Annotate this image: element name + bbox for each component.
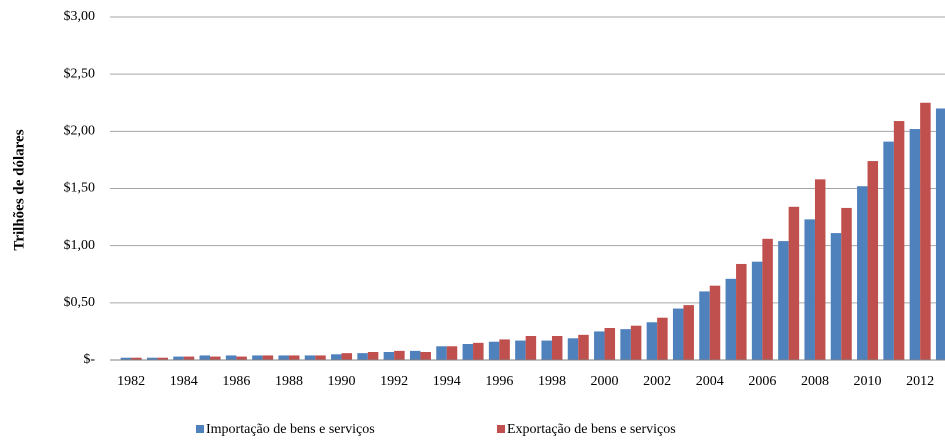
x-tick-label: 2004 — [696, 374, 724, 389]
bar — [341, 353, 353, 360]
bar — [657, 317, 668, 360]
bar — [804, 219, 815, 360]
bar — [604, 327, 616, 360]
x-tick-label: 1986 — [222, 374, 250, 389]
bar — [814, 179, 826, 360]
bar — [594, 331, 605, 360]
y-axis-label: Trilhões de dólares — [11, 129, 27, 250]
bar — [920, 102, 931, 360]
bar — [331, 354, 342, 360]
bar — [909, 129, 921, 360]
bar — [131, 357, 142, 360]
bar — [736, 263, 747, 360]
bar — [699, 291, 710, 360]
bar — [709, 285, 721, 360]
bar — [225, 355, 237, 360]
bar — [857, 186, 868, 360]
bar — [252, 355, 263, 360]
bar — [499, 339, 510, 360]
bar — [315, 355, 326, 360]
x-tick-label: 2010 — [854, 374, 882, 389]
bar — [841, 207, 852, 360]
bar — [383, 351, 395, 360]
bar — [778, 241, 789, 360]
bar — [210, 356, 221, 360]
bar — [620, 329, 631, 360]
bar — [578, 334, 589, 360]
bar — [935, 108, 945, 360]
y-tick-label: $- — [83, 352, 95, 367]
bar — [725, 278, 737, 360]
bar — [893, 121, 905, 360]
bar — [199, 355, 211, 360]
bar — [541, 340, 552, 360]
bar — [751, 261, 763, 360]
bar — [278, 355, 289, 360]
bar — [236, 356, 247, 360]
x-tick-label: 2008 — [801, 374, 829, 389]
bar — [146, 357, 158, 360]
bar — [173, 356, 184, 360]
bar — [567, 338, 579, 360]
bar — [446, 346, 458, 360]
bar — [867, 161, 879, 360]
bar — [788, 206, 800, 360]
bar — [304, 355, 316, 360]
bar — [515, 340, 526, 360]
bar — [367, 351, 379, 360]
bar — [394, 350, 405, 360]
y-tick-label: $1,50 — [64, 181, 96, 196]
x-tick-label: 2000 — [591, 374, 619, 389]
x-tick-label: 2002 — [643, 374, 671, 389]
bar — [646, 322, 658, 360]
bar — [830, 233, 842, 360]
bar — [183, 356, 195, 360]
legend-label: Importação de bens e serviços — [206, 422, 375, 437]
bar — [409, 350, 421, 360]
bar — [630, 325, 642, 360]
x-tick-label: 1984 — [170, 374, 198, 389]
y-tick-label: $3,00 — [64, 9, 96, 24]
bar — [672, 308, 684, 360]
x-tick-label: 2006 — [748, 374, 776, 389]
x-tick-label: 1982 — [117, 374, 145, 389]
y-tick-label: $2,50 — [64, 66, 96, 81]
bar — [262, 355, 274, 360]
bar — [488, 341, 500, 360]
bar — [462, 343, 474, 360]
legend-label: Exportação de bens e serviços — [507, 422, 676, 437]
x-tick-label: 1990 — [328, 374, 356, 389]
x-tick-label: 1998 — [538, 374, 566, 389]
x-tick-label: 1994 — [433, 374, 461, 389]
bar — [357, 353, 368, 360]
y-tick-label: $1,00 — [64, 238, 96, 253]
bar — [551, 335, 563, 360]
legend-swatch — [497, 425, 505, 433]
y-tick-label: $0,50 — [64, 295, 96, 310]
x-tick-label: 1992 — [380, 374, 408, 389]
bar — [436, 346, 447, 360]
bar — [883, 141, 894, 360]
legend-swatch — [196, 425, 204, 433]
bar — [473, 342, 484, 360]
y-tick-label: $2,00 — [64, 124, 96, 139]
bar — [420, 351, 431, 360]
x-tick-label: 1988 — [275, 374, 303, 389]
bar — [525, 335, 537, 360]
bar — [288, 355, 300, 360]
bar — [762, 238, 773, 360]
bar — [157, 357, 168, 360]
x-tick-label: 2012 — [906, 374, 934, 389]
bar — [120, 357, 132, 360]
bar — [683, 305, 694, 360]
x-tick-label: 1996 — [485, 374, 513, 389]
